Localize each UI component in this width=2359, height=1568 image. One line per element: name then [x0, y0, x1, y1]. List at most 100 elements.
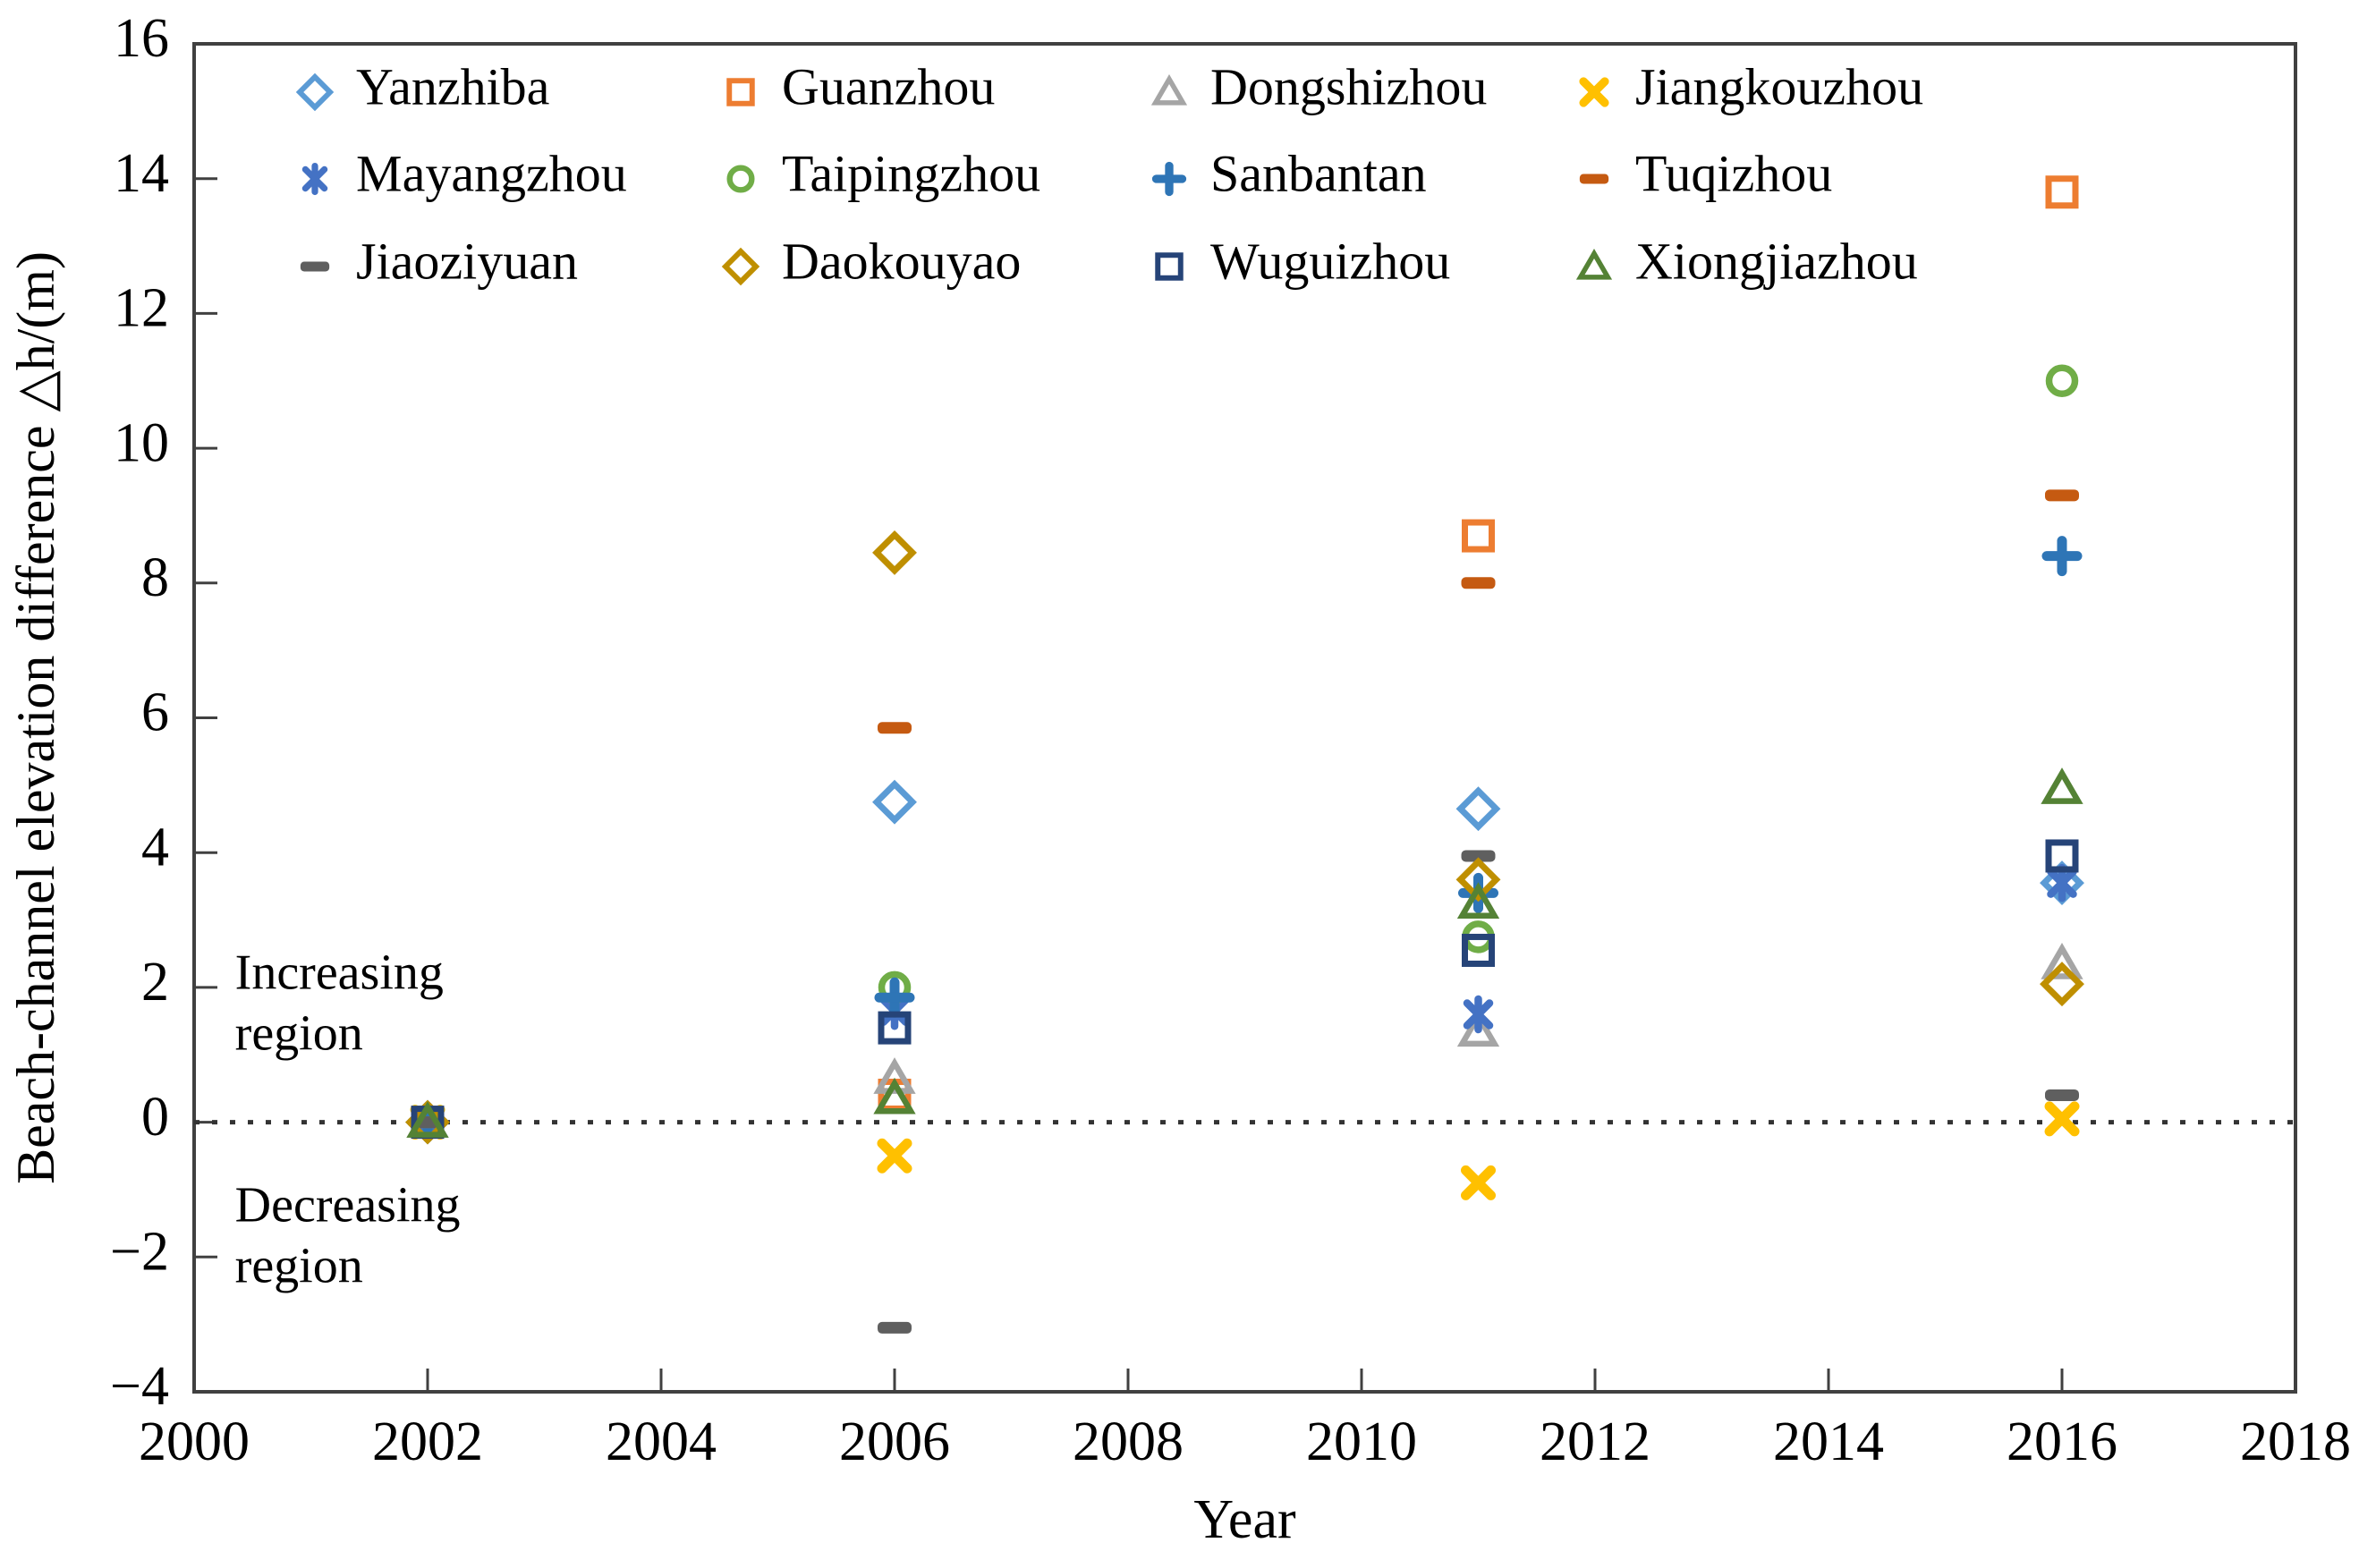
y-tick-label: 16 [114, 8, 169, 69]
marker-square [1462, 933, 1495, 967]
legend: Yanzhiba Guanzhou Dongshizhou Jiangkouzhou M… [295, 57, 1923, 290]
marker-square [1462, 519, 1495, 553]
data-point [877, 1138, 912, 1174]
y-tick-label: −4 [110, 1356, 169, 1417]
marker-x [877, 1138, 912, 1174]
y-tick-label: 0 [141, 1087, 169, 1148]
legend-label: Taipingzhou [782, 144, 1040, 202]
data-point [406, 1101, 449, 1138]
marker-square [2045, 175, 2079, 209]
legend-item-xiongjiazhou: Xiongjiazhou [1575, 232, 1918, 290]
legend-label: Jiaoziyuan [356, 232, 578, 290]
marker-dash [878, 1321, 912, 1334]
legend-label: Jiangkouzhou [1635, 57, 1923, 115]
series-xiongjiazhou [406, 767, 2083, 1138]
data-point [878, 1321, 912, 1334]
marker-triangle [873, 1077, 916, 1115]
legend-item-wuguizhou: Wuguizhou [1155, 232, 1450, 290]
annotation-line: Decreasing [235, 1177, 461, 1233]
series-dongshizhou [406, 943, 2083, 1138]
data-point [873, 1077, 916, 1115]
marker-asterisk [1463, 999, 1494, 1030]
x-tick-label: 2004 [606, 1411, 717, 1472]
series-wuguizhou [411, 839, 2079, 1140]
marker-x [1461, 1165, 1496, 1200]
series-jiangkouzhou [410, 1101, 2080, 1200]
data-point [2045, 1089, 2079, 1101]
x-axis: 2000 2002 2004 2006 2008 2010 2012 2014 2016 2018… [139, 1369, 2351, 1550]
marker-triangle [1456, 882, 1500, 919]
annotation-line: region [235, 1238, 363, 1293]
data-point [1461, 1165, 1496, 1200]
legend-label: Xiongjiazhou [1635, 232, 1918, 290]
marker-diamond [872, 530, 917, 575]
legend-item-mayangzhou: Mayangzhou [301, 144, 627, 202]
legend-label: Yanzhiba [356, 57, 549, 115]
legend-item-yanzhiba: Yanzhiba [295, 57, 549, 115]
marker-x [2044, 1101, 2080, 1137]
y-tick-label: 6 [141, 682, 169, 743]
marker-diamond [2040, 962, 2084, 1007]
marker-circle [2045, 364, 2079, 397]
marker-square [726, 78, 755, 106]
data-point [1456, 1010, 1500, 1047]
annotation-line: Increasing [235, 945, 444, 1000]
data-point [1462, 519, 1495, 553]
marker-dash [300, 261, 330, 272]
data-point [1455, 857, 1501, 903]
x-tick-label: 2008 [1073, 1411, 1184, 1472]
legend-label: Wuguizhou [1210, 232, 1450, 290]
data-point [1462, 933, 1495, 967]
series-guanzhou [411, 175, 2079, 1140]
legend-item-daokouyao: Daokouyao [721, 232, 1021, 290]
data-point [2045, 175, 2079, 209]
x-tick-label: 2010 [1306, 1411, 1417, 1472]
x-tick-label: 2000 [139, 1411, 250, 1472]
series-taipingzhou [411, 364, 2079, 1139]
marker-asterisk [2047, 868, 2077, 898]
data-point [878, 722, 912, 734]
legend-label: Mayangzhou [356, 144, 627, 202]
series-yanzhiba [405, 779, 2084, 1145]
y-tick-label: 2 [141, 952, 169, 1013]
marker-dash [2045, 489, 2079, 502]
marker-diamond [872, 779, 917, 825]
legend-item-jiaoziyuan: Jiaoziyuan [300, 232, 578, 290]
legend-label: Tuqizhou [1635, 144, 1832, 202]
x-tick-label: 2006 [839, 1411, 950, 1472]
x-tick-label: 2014 [1773, 1411, 1884, 1472]
marker-diamond [295, 72, 335, 112]
data-point [2044, 1101, 2080, 1137]
y-tick-label: 14 [114, 143, 169, 204]
data-point [2045, 364, 2079, 397]
marker-triangle [1456, 1010, 1500, 1047]
data-point [2040, 962, 2084, 1007]
data-point [878, 1011, 912, 1045]
legend-item-tuqizhou: Tuqizhou [1579, 144, 1832, 202]
marker-diamond [721, 247, 760, 286]
series-tuqizhou [411, 489, 2079, 1129]
marker-asterisk [301, 165, 328, 192]
marker-diamond [1455, 857, 1501, 903]
series-daokouyao [405, 530, 2084, 1145]
legend-label: Daokouyao [782, 232, 1021, 290]
marker-triangle [873, 1057, 916, 1094]
data-point [2041, 943, 2083, 979]
y-tick-label: 8 [141, 547, 169, 608]
x-tick-label: 2016 [2007, 1411, 2117, 1472]
series-sanbantan [407, 536, 2083, 1143]
data-point [2047, 863, 2077, 903]
series-jiaoziyuan [411, 850, 2079, 1334]
marker-dash [1461, 577, 1496, 589]
legend-label: Guanzhou [782, 57, 995, 115]
marker-triangle [2041, 943, 2083, 979]
y-tick-label: 4 [141, 817, 169, 877]
marker-triangle [2041, 767, 2083, 804]
data-point [2041, 536, 2083, 577]
marker-dash [1579, 174, 1609, 184]
marker-triangle [1575, 249, 1613, 280]
marker-diamond [1455, 786, 1501, 832]
marker-circle [726, 165, 755, 193]
